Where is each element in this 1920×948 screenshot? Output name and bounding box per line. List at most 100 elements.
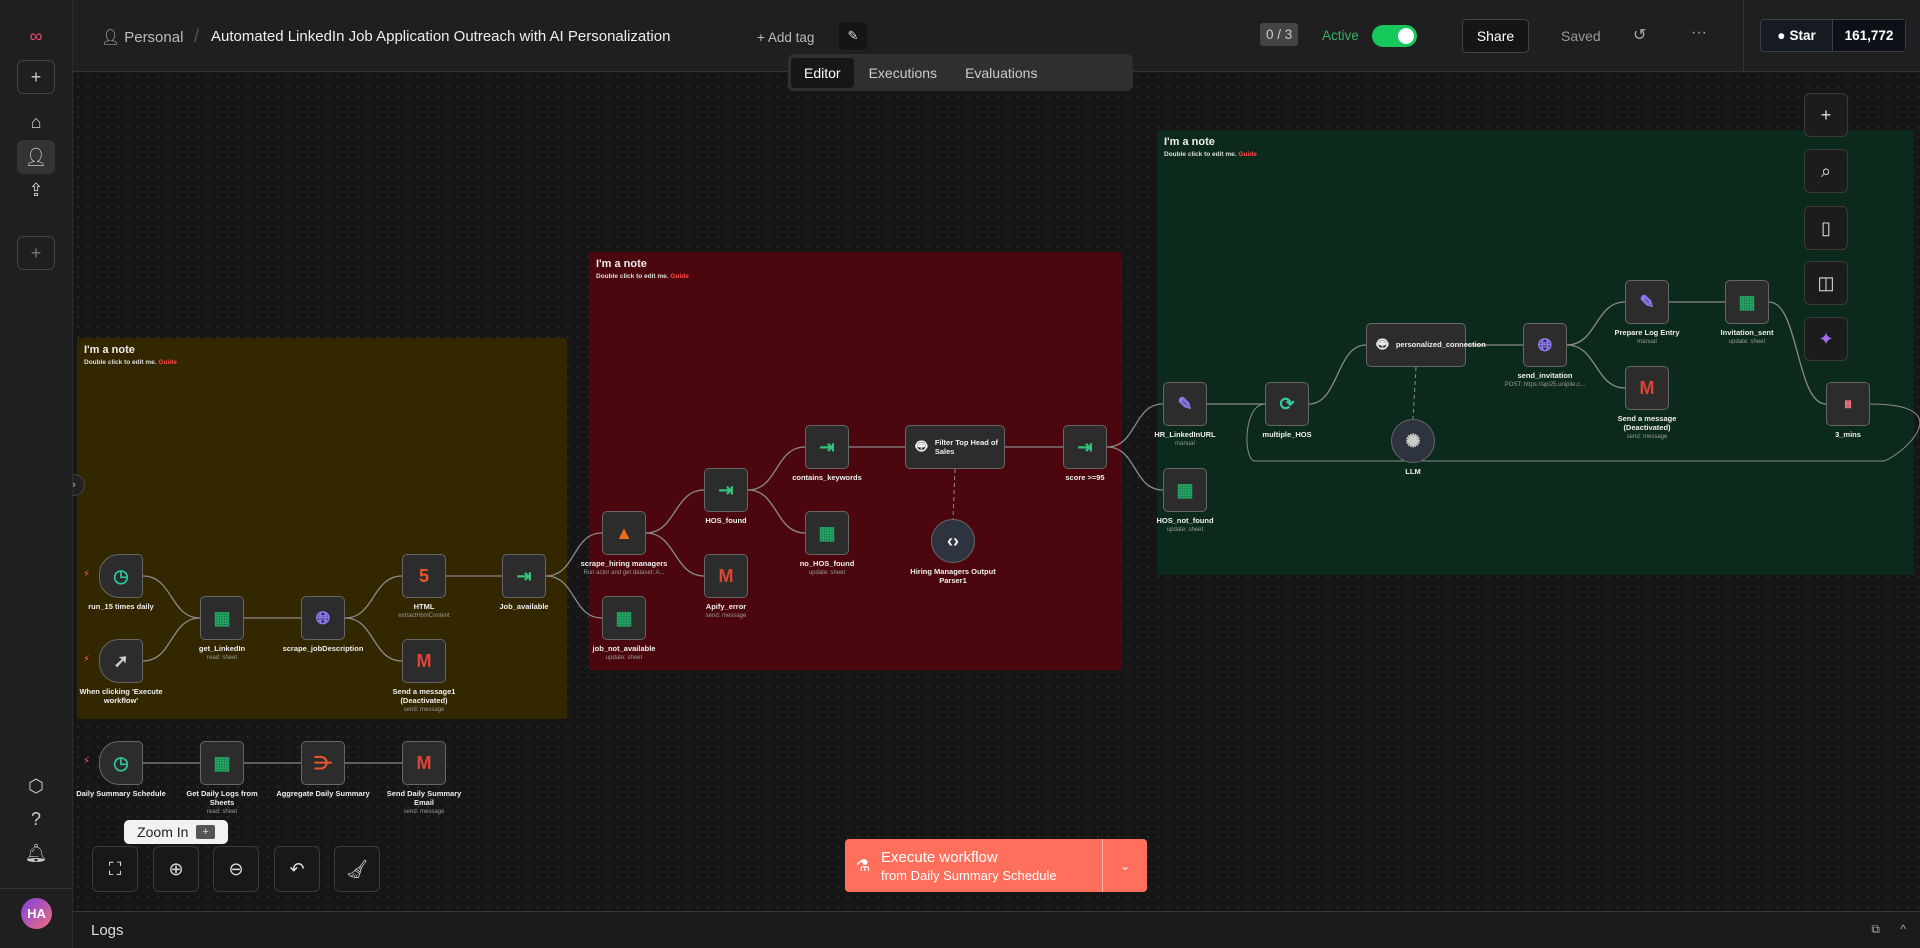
guide-link[interactable]: Guide [1238,151,1257,158]
workflow-node[interactable]: ✎ [1625,280,1669,324]
connection-line[interactable] [344,617,403,662]
popout-icon[interactable]: ⧉ [1871,922,1880,936]
guide-link[interactable]: Guide [670,273,689,280]
workflow-node[interactable]: ✎ [1163,382,1207,426]
sub-connection-line[interactable] [952,468,956,520]
workflow-node[interactable]: M [1625,366,1669,410]
connection-line[interactable] [747,489,806,534]
workflow-node[interactable]: ⇥ [1063,425,1107,469]
tab-executions[interactable]: Executions [868,64,938,81]
workflow-node[interactable]: 🌐︎ [301,596,345,640]
guide-link[interactable]: Guide [158,359,177,366]
workflow-node[interactable]: 🌐︎ [1523,323,1567,367]
sticky-note-icon[interactable]: ▯ [1804,206,1848,250]
workflow-node[interactable]: ⋺ [301,741,345,785]
tab-evaluations[interactable]: Evaluations [965,64,1038,81]
workflow-node[interactable]: M [704,554,748,598]
workflow-node[interactable]: ⇥ [704,468,748,512]
n8n-logo-icon[interactable]: ∞ [29,25,43,46]
zoom-out-button[interactable]: ⊖ [213,846,259,892]
logs-panel[interactable]: Logs ⧉ ^ [73,911,1920,948]
create-button[interactable]: + [17,60,55,94]
workflow-node[interactable]: ◷ [99,554,143,598]
workflow-node[interactable]: ➚ [99,639,143,683]
connection-line[interactable] [1106,403,1164,448]
undo-button[interactable]: ↶ [274,846,320,892]
add-node-button[interactable]: + [1804,93,1848,137]
add-project-button[interactable]: + [17,236,55,270]
counter-badge: 0 / 3 [1260,23,1299,46]
tab-editor[interactable]: Editor [791,57,854,88]
connection-line[interactable] [1566,344,1626,389]
connection-line[interactable] [1566,301,1626,346]
connection-line[interactable] [142,575,201,619]
workflow-node[interactable]: ▦ [602,596,646,640]
templates-icon[interactable]: ⬡ [28,775,44,796]
personal-icon[interactable]: 👤︎ [17,140,55,174]
workflow-node[interactable]: ⟳ [1265,382,1309,426]
workflow-node[interactable]: ✺ [1391,419,1435,463]
execute-dropdown-chevron-icon[interactable]: ⌄ [1102,839,1147,892]
avatar[interactable]: HA [21,898,52,929]
zoom-in-button[interactable]: ⊕ [153,846,199,892]
workflow-node[interactable]: ▦ [805,511,849,555]
search-icon[interactable]: ⌕ [1804,149,1848,193]
node-caption: HOS_found [705,516,747,525]
share-icon[interactable]: ⇪ [28,179,44,200]
workflow-node[interactable]: ◷ [99,741,143,785]
workflow-node[interactable]: ⇥ [805,425,849,469]
workflow-node[interactable]: M [402,741,446,785]
connection-line[interactable] [1308,344,1367,405]
note-text: Double click to edit me. Guide [84,359,177,366]
sticky-note[interactable]: I'm a note Double click to edit me. Guide [589,252,1122,670]
workflow-node[interactable]: 🤖︎ Filter Top Head of Sales [905,425,1005,469]
workflow-canvas[interactable]: I'm a note Double click to edit me. Guide… [73,72,1920,911]
workflow-node[interactable]: ▦ [1163,468,1207,512]
connection-line[interactable] [545,575,603,619]
project-breadcrumb[interactable]: 👤︎ Personal [101,29,184,46]
add-tag-button[interactable]: + Add tag [757,30,815,45]
workflow-node[interactable]: M [402,639,446,683]
history-icon[interactable]: ↺ [1633,27,1647,44]
loop-back-line[interactable] [1246,403,1920,462]
sheets-icon: ▦ [615,607,633,628]
fit-view-button[interactable]: ⛶ [92,846,138,892]
connection-line[interactable] [747,446,806,491]
workflow-node[interactable]: 🤖︎ personalized_connection [1366,323,1486,367]
node-caption: LLM [1405,467,1421,476]
ai-assistant-icon[interactable]: ✦ [1804,317,1848,361]
workflow-node[interactable]: ⏸︎ [1826,382,1870,426]
tidy-up-button[interactable]: 🧹︎ [334,846,380,892]
workflow-node[interactable]: ▦ [1725,280,1769,324]
active-toggle[interactable] [1372,25,1417,47]
workflow-node[interactable]: 5 [402,554,446,598]
connection-line[interactable] [142,617,201,662]
notifications-icon[interactable]: 🔔︎ [24,842,48,863]
edit-description-icon[interactable]: ✎ [839,22,867,50]
connection-line[interactable] [545,532,603,577]
connection-line[interactable] [1768,301,1827,405]
help-icon[interactable]: ? [30,808,41,829]
workflow-node[interactable]: ⇥ [502,554,546,598]
logs-title[interactable]: Logs [91,922,124,939]
connection-line[interactable] [1106,446,1164,491]
workflow-node[interactable]: ▦ [200,596,244,640]
workflow-node[interactable]: ‹› [931,519,975,563]
connection-line[interactable] [344,575,403,619]
share-button[interactable]: Share [1462,19,1529,53]
flask-icon: ⚗ [855,857,871,875]
more-options-icon[interactable]: ··· [1691,24,1707,41]
connection-line[interactable] [645,489,705,534]
workflow-title[interactable]: Automated LinkedIn Job Application Outre… [211,28,671,45]
workflow-node[interactable]: ▲ [602,511,646,555]
gmail-icon: M [1639,377,1655,398]
connection-line[interactable] [645,532,705,577]
project-name[interactable]: Personal [124,29,184,46]
workflow-node[interactable]: ▦ [200,741,244,785]
execute-workflow-button[interactable]: ⚗ Execute workflow from Daily Summary Sc… [845,839,1147,892]
expand-chevron-icon[interactable]: ^ [1900,922,1906,936]
home-icon[interactable]: ⌂ [30,111,42,132]
github-star-button[interactable]: ● Star 161,772 [1760,19,1906,52]
toggle-panel-icon[interactable]: ◫ [1804,261,1848,305]
sub-connection-line[interactable] [1412,366,1417,420]
